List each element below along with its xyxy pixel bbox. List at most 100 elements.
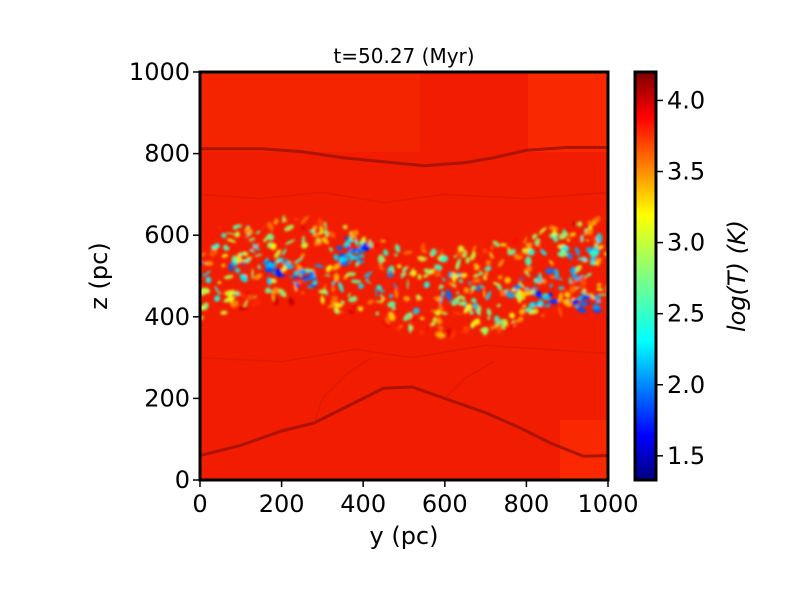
cold-gas-filament [589,259,596,266]
cold-gas-filament [465,256,470,264]
cold-gas-filament [240,258,247,263]
cold-gas-filament [232,224,243,229]
cold-gas-filament [430,321,436,327]
cold-gas-filament [434,264,443,271]
cold-gas-filament [598,293,608,296]
cold-gas-clump [364,242,368,246]
cold-gas-filament [409,325,414,331]
cold-gas-filament [580,234,584,243]
cold-gas-filament [389,265,395,272]
cold-gas-filament [441,312,448,315]
cold-gas-filament [282,214,285,224]
cold-gas-filament [205,234,215,239]
cold-gas-clump [594,294,601,301]
cold-gas-filament [518,277,525,281]
cold-gas-filament [416,297,423,302]
cold-gas-filament [569,266,577,275]
cold-gas-filament [487,316,491,320]
chart-title: t=50.27 (Myr) [333,44,474,68]
cold-gas-filament [248,237,256,242]
cold-gas-filament [441,291,445,296]
cold-gas-filament [525,242,532,250]
cold-gas-filament [525,287,530,291]
x-tick-label: 1000 [577,490,638,518]
cold-gas-filament [285,257,292,265]
cold-gas-filament [541,314,545,317]
cold-gas-filament [328,231,336,238]
colorbar-tick-label: 2.5 [667,300,705,328]
cold-gas-filament [265,234,271,240]
cold-gas-clump [307,276,317,281]
cold-gas-filament [417,256,424,262]
cold-gas-filament [223,274,234,280]
cold-gas-filament [210,249,217,258]
cold-gas-filament [394,253,398,257]
cold-gas-filament [521,251,530,255]
cold-gas-filament [254,273,263,280]
cold-gas-filament [458,279,464,283]
cold-gas-clump [342,257,349,262]
cold-gas-filament [423,281,430,289]
cold-gas-clump [293,275,299,279]
cold-gas-filament [482,248,488,254]
cold-gas-filament [255,230,261,235]
cold-gas-filament [274,249,282,259]
y-tick-label: 600 [144,221,190,249]
cold-gas-clump [293,270,298,277]
cold-gas-filament [531,286,539,290]
x-tick-label: 800 [503,490,549,518]
cold-gas-filament [540,249,547,256]
cold-gas-filament [367,299,374,305]
cold-gas-filament [202,270,212,277]
cold-gas-filament [230,295,236,305]
cold-gas-filament [582,288,587,292]
cold-gas-filament [497,284,503,291]
cold-gas-filament [382,318,391,328]
cold-gas-filament [389,294,393,299]
cold-gas-filament [524,271,531,277]
cold-gas-filament [380,297,386,302]
cold-gas-filament [417,274,422,280]
colorbar [633,70,658,482]
cold-gas-filament [261,224,267,229]
cold-gas-filament [254,253,263,257]
cold-gas-filament [218,225,222,229]
cold-gas-filament [562,228,567,235]
cold-gas-clump [593,308,602,313]
cold-gas-clump [361,245,366,251]
y-tick-label: 800 [144,140,190,168]
cold-gas-filament [594,262,600,266]
cold-gas-clump [346,245,351,250]
cold-gas-filament [205,276,212,284]
cold-gas-filament [434,309,441,316]
cold-gas-filament [558,292,563,303]
cold-gas-filament [455,259,461,271]
cold-gas-clump [348,255,358,261]
cold-gas-filament [560,248,565,258]
cold-gas-filament [239,273,248,283]
cold-gas-filament [331,295,338,302]
cold-gas-clump [587,301,591,305]
cold-gas-filament [458,301,468,306]
cold-gas-filament [471,297,477,303]
cold-gas-filament [223,246,230,251]
cold-gas-filament [472,273,480,278]
cold-gas-filament [505,292,516,299]
cold-gas-filament [347,292,351,298]
cold-gas-filament [228,263,234,272]
cold-gas-filament [496,303,501,308]
cold-gas-filament [221,253,229,258]
cold-gas-filament [364,279,372,284]
cold-gas-filament [257,264,261,270]
shock-fronts [200,146,608,458]
cold-gas-filament [523,266,533,274]
cold-gas-filament [524,256,532,266]
cold-gas-clump [274,269,278,274]
cold-gas-filament [438,248,444,254]
cold-gas-clump [580,301,587,307]
cold-gas-filament [521,291,532,296]
cold-gas-filament [314,239,319,247]
cold-gas-filament [244,227,254,235]
cold-gas-filament [267,221,274,231]
cold-gas-filament [293,218,299,221]
